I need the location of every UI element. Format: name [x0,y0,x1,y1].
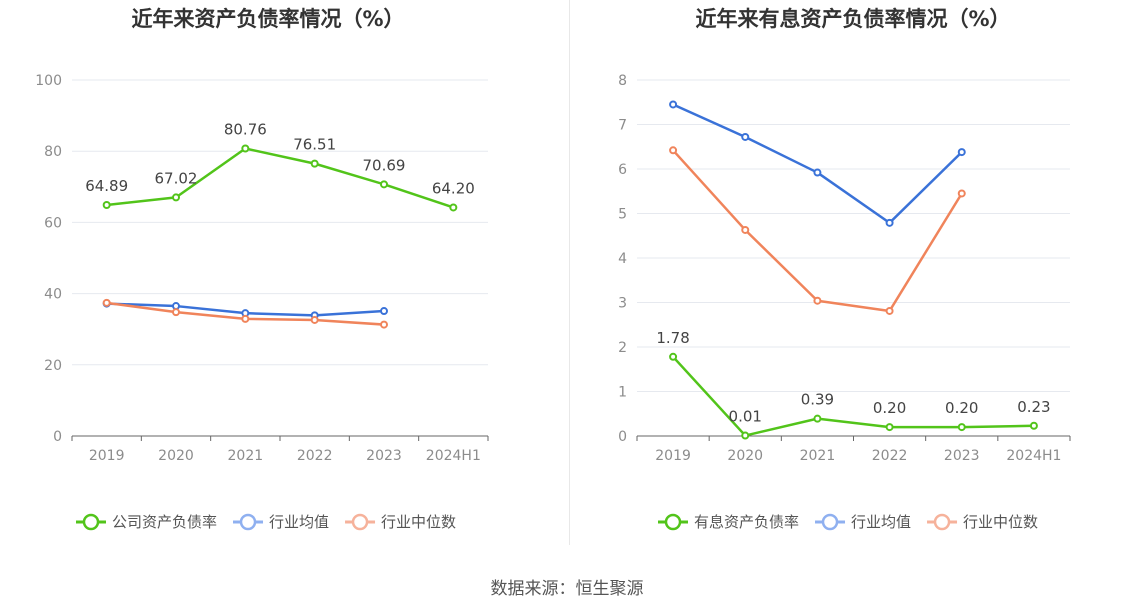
chart1-legend-marker-industry_median [351,513,369,531]
chart2-legend-label-company: 有息资产负债率 [694,513,799,531]
chart2-point-company [885,423,894,432]
chart2-y-tick-label: 7 [618,118,627,134]
data-source-text: 数据来源：恒生聚源 [490,579,644,599]
chart1-point-company [449,203,458,212]
chart1-y-tick-label: 100 [35,73,62,89]
chart1-point-industry_avg [380,307,388,316]
chart1-data-label: 76.51 [293,136,336,154]
chart-divider [569,0,570,545]
chart1-y-tick-label: 0 [53,429,62,445]
chart1-x-tick-label: 2022 [297,448,333,464]
chart2-y-tick-label: 6 [618,162,627,178]
chart2-point-industry_median [669,146,678,155]
chart2-series-line-industry_avg [672,103,963,225]
chart2-y-tick-label: 5 [618,207,627,223]
chart1-y-tick-label: 20 [44,358,62,374]
chart2-point-company [813,414,822,423]
chart1-y-tick-label: 80 [44,144,62,160]
chart2-title: 近年来有息资产负债率情况（%） [695,7,1010,31]
chart1-point-company [380,180,388,189]
chart2-legend-label-industry_median: 行业中位数 [963,513,1038,531]
chart2-point-company [669,352,678,361]
chart2-y-tick-label: 2 [618,340,627,356]
chart2-data-label: 0.20 [873,399,906,417]
chart1-data-label: 80.76 [224,120,267,138]
chart1-point-industry_median [241,314,250,323]
chart1-data-label: 64.20 [432,179,475,197]
chart1-legend-label-industry_median: 行业中位数 [381,513,456,531]
chart2-y-tick-label: 4 [618,251,627,267]
chart1-x-tick-label: 2021 [228,448,264,464]
chart1-point-industry_median [172,308,180,317]
chart1-legend-marker-company [82,513,100,531]
chart2-point-industry_median [813,296,822,305]
chart2-point-company [741,431,750,440]
chart2-point-industry_avg [813,168,822,177]
chart2-legend-marker-industry_avg [821,513,839,531]
chart1-point-industry_median [102,298,111,307]
chart2-point-industry_median [885,306,894,315]
chart1-point-company [310,159,319,168]
chart2-series-line-company [672,355,1034,437]
chart1-point-company [172,193,180,202]
chart1-legend-marker-industry_avg [239,513,257,531]
chart2-y-tick-label: 0 [618,429,627,445]
chart2-point-company [957,423,966,432]
chart1-point-company [102,200,111,209]
chart2-legend-label-industry_avg: 行业均值 [851,513,911,531]
chart1-point-industry_median [310,315,319,324]
chart1-data-label: 67.02 [155,169,198,187]
chart2-y-tick-label: 3 [618,296,627,312]
chart2-x-tick-label: 2021 [800,448,836,464]
chart2-data-label: 0.23 [1017,398,1050,416]
chart2-x-tick-label: 2019 [655,448,691,464]
chart2-data-label: 0.39 [801,391,834,409]
chart2-x-tick-label: 2023 [944,448,980,464]
chart2-point-industry_avg [669,100,678,109]
chart2-point-industry_avg [957,148,966,157]
chart2-data-label: 0.01 [729,408,762,426]
chart2-legend-marker-company [664,513,682,531]
chart2-data-label: 0.20 [945,399,978,417]
chart2-y-tick-label: 8 [618,73,627,89]
chart2-data-label: 1.78 [656,329,689,347]
chart2-point-industry_median [957,189,966,198]
chart1-title: 近年来资产负债率情况（%） [131,7,404,31]
chart2-x-tick-label: 2020 [727,448,763,464]
chart1-point-company [241,144,250,153]
chart1-y-tick-label: 60 [44,215,62,231]
chart2-x-tick-label: 2024H1 [1006,448,1061,464]
chart1-x-tick-label: 2020 [158,448,194,464]
chart1-x-tick-label: 2019 [89,448,125,464]
chart2-y-tick-label: 1 [618,385,627,401]
chart1-legend-label-industry_avg: 行业均值 [269,513,329,531]
chart1-point-industry_median [380,320,388,329]
chart2-point-industry_avg [741,132,750,141]
chart1-x-tick-label: 2023 [366,448,402,464]
chart2-point-industry_median [741,225,750,234]
chart1-data-label: 64.89 [85,177,128,195]
chart2-legend-marker-industry_median [933,513,951,531]
chart1-x-tick-label: 2024H1 [426,448,481,464]
chart2-x-tick-label: 2022 [872,448,908,464]
chart1-legend-label-company: 公司资产负债率 [112,513,217,531]
chart1-data-label: 70.69 [363,156,406,174]
chart2-point-industry_avg [885,218,894,227]
chart1-series-line-company [106,147,454,209]
chart2-point-company [1029,421,1038,430]
chart1-y-tick-label: 40 [44,287,62,303]
